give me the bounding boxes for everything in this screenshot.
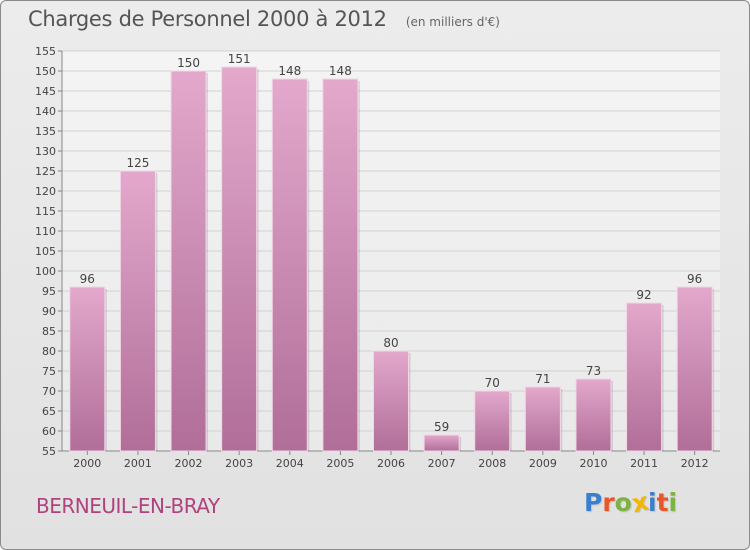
y-tick-label: 130	[35, 145, 56, 158]
y-tick-label: 55	[42, 445, 56, 458]
logo-letter: o	[614, 488, 632, 517]
proxiti-logo: Proxiti	[584, 487, 678, 519]
data-label: 96	[80, 272, 95, 286]
bar	[524, 386, 561, 452]
bar	[322, 78, 359, 452]
x-tick-label: 2009	[529, 457, 557, 470]
bar	[423, 434, 460, 452]
y-tick-label: 75	[42, 365, 56, 378]
x-tick-label: 2012	[681, 457, 709, 470]
logo-letter: t	[656, 488, 669, 517]
y-tick-label: 140	[35, 105, 56, 118]
y-tick-label: 105	[35, 245, 56, 258]
chart-subtitle: (en milliers d'€)	[405, 15, 500, 29]
y-tick-label: 85	[42, 325, 56, 338]
bar	[373, 350, 409, 452]
y-tick-label: 65	[42, 405, 56, 418]
data-label: 80	[383, 336, 398, 350]
title-row: Charges de Personnel 2000 à 2012 (en mil…	[28, 7, 500, 31]
bar	[119, 170, 156, 452]
y-tick-label: 155	[35, 45, 56, 58]
y-tick-label: 135	[35, 125, 56, 138]
y-tick-label: 115	[35, 205, 56, 218]
bar	[221, 66, 258, 452]
x-tick-label: 2004	[276, 457, 304, 470]
data-label: 71	[535, 372, 550, 386]
bar	[626, 302, 663, 452]
data-label: 148	[278, 64, 301, 78]
data-label: 96	[687, 272, 702, 286]
bar	[474, 390, 511, 452]
data-label: 151	[228, 52, 251, 66]
chart-title: Charges de Personnel 2000 à 2012	[28, 7, 387, 31]
x-tick-label: 2000	[73, 457, 101, 470]
y-tick-label: 90	[42, 305, 56, 318]
logo-letter: i	[668, 488, 678, 517]
y-tick-label: 60	[42, 425, 56, 438]
data-label: 148	[329, 64, 352, 78]
y-tick-label: 145	[35, 85, 56, 98]
x-tick-label: 2006	[377, 457, 405, 470]
x-tick-label: 2008	[478, 457, 506, 470]
data-label: 150	[177, 56, 200, 70]
y-tick-label: 110	[35, 225, 56, 238]
y-tick-label: 95	[42, 285, 56, 298]
y-tick-label: 125	[35, 165, 56, 178]
bar	[271, 78, 308, 452]
x-tick-label: 2005	[326, 457, 354, 470]
x-tick-label: 2011	[630, 457, 658, 470]
logo-letter: r	[602, 488, 615, 517]
y-tick-label: 100	[35, 265, 56, 278]
data-label: 73	[586, 364, 601, 378]
y-tick-label: 80	[42, 345, 56, 358]
logo-letter: i	[648, 488, 657, 517]
x-tick-label: 2010	[579, 457, 607, 470]
x-tick-label: 2002	[175, 457, 203, 470]
y-tick-label: 150	[35, 65, 56, 78]
bar	[69, 286, 106, 452]
x-tick-label: 2007	[428, 457, 456, 470]
commune-name: BERNEUIL-EN-BRAY	[36, 494, 220, 518]
y-tick-label: 70	[42, 385, 56, 398]
data-label: 70	[485, 376, 500, 390]
data-label: 92	[636, 288, 651, 302]
bar	[575, 378, 612, 452]
bar	[170, 70, 207, 452]
y-tick-label: 120	[35, 185, 56, 198]
x-tick-label: 2003	[225, 457, 253, 470]
data-label: 59	[434, 420, 449, 434]
bar	[676, 286, 713, 452]
logo-letter: P	[584, 488, 603, 517]
x-tick-label: 2001	[124, 457, 152, 470]
data-label: 125	[126, 156, 149, 170]
